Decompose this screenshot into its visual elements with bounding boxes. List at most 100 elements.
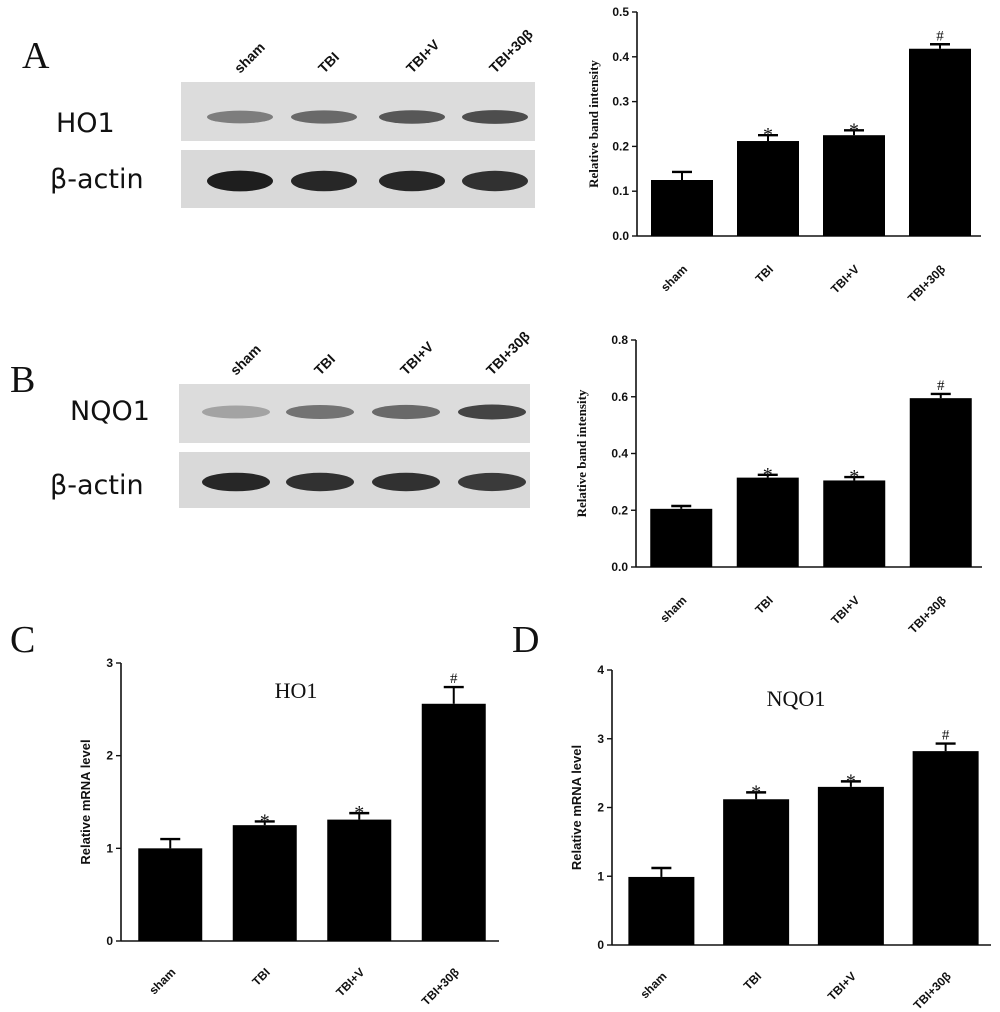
bar-tbi-v (823, 135, 885, 236)
blot-a-band (207, 110, 273, 124)
bar-tbi-30- (421, 703, 486, 941)
blot-b-lane-label: TBI+V (397, 338, 437, 378)
western-blot-a: HO1 β-actin sham TBI TBI+V TBI+30β (50, 26, 536, 208)
significance-mark: * (763, 464, 773, 486)
panel-letter-d: D (512, 619, 539, 661)
x-tick-label: TBI+V (825, 969, 859, 1003)
bar-tbi (736, 477, 799, 567)
blot-b-row-label-beta-actin: β-actin (50, 470, 144, 501)
panel-letter-b: B (10, 359, 35, 401)
bar-tbi (232, 825, 297, 941)
chart-title: NQO1 (767, 686, 826, 711)
blot-a-band (462, 170, 528, 192)
blot-a-lane-label: TBI+30β (486, 26, 536, 76)
significance-mark: * (260, 810, 270, 832)
y-tick-label: 0 (106, 934, 113, 948)
chart-title: HO1 (275, 678, 318, 703)
panel-letter-a: A (22, 35, 50, 77)
x-tick-label: TBI (752, 593, 776, 617)
blot-a-lane-label: TBI (315, 49, 342, 76)
y-axis-label: Relative band intensity (574, 389, 589, 517)
blot-b-band (202, 472, 270, 492)
y-tick-label: 0.4 (612, 50, 629, 64)
x-tick-label: TBI+30β (419, 965, 462, 1008)
x-tick-label: sham (657, 593, 689, 625)
y-tick-label: 0.8 (611, 333, 628, 347)
blot-a-lane-label: TBI+V (403, 36, 443, 76)
bar-sham (651, 180, 713, 236)
significance-mark: * (849, 119, 859, 141)
blot-a-row-label-beta-actin: β-actin (50, 164, 144, 195)
blot-b-lane-label: sham (227, 341, 264, 378)
bar-sham (650, 508, 713, 567)
blot-a-band (379, 170, 445, 192)
y-tick-label: 2 (106, 749, 113, 763)
significance-mark: * (846, 770, 856, 792)
y-tick-label: 0.6 (611, 390, 628, 404)
y-tick-label: 0.2 (612, 139, 629, 153)
blot-b-band (202, 405, 270, 419)
x-tick-label: TBI+30β (911, 969, 954, 1012)
y-tick-label: 3 (597, 732, 604, 746)
blot-b-band (458, 472, 526, 492)
bar-chart-a: 0.0 0.1 0.2 0.3 0.4 0.5 Relative band intensit… (586, 5, 981, 305)
y-tick-label: 3 (106, 656, 113, 670)
y-tick-label: 0.3 (612, 95, 629, 109)
bar-tbi-30- (909, 48, 971, 237)
y-tick-label: 1 (597, 869, 604, 883)
blot-b-band (286, 405, 354, 419)
bar-chart-d: 0 1 2 3 4 Relative mRNA level NQO1 sham * TBI * TBI… (569, 663, 991, 1012)
significance-mark: # (936, 28, 944, 44)
x-tick-label: sham (146, 965, 178, 997)
x-tick-label: TBI (741, 969, 765, 993)
x-tick-label: TBI+V (828, 593, 862, 627)
blot-a-band (379, 110, 445, 124)
x-tick-label: TBI+30β (905, 262, 948, 305)
bar-tbi (737, 141, 799, 236)
bar-tbi (723, 799, 790, 945)
blot-b-lane-label: TBI (311, 351, 338, 378)
x-tick-label: TBI (753, 262, 777, 286)
bar-sham (628, 876, 695, 945)
blot-a-row-label-ho1: HO1 (56, 108, 115, 139)
bar-chart-c: 0 1 2 3 Relative mRNA level HO1 sham * TBI * TBI+V… (78, 656, 499, 1008)
x-tick-label: TBI+V (828, 262, 862, 296)
y-tick-label: 0 (597, 938, 604, 952)
y-tick-label: 0.1 (612, 184, 629, 198)
blot-b-band (458, 404, 526, 420)
significance-mark: * (751, 781, 761, 803)
y-tick-label: 0.2 (611, 503, 628, 517)
blot-b-band (286, 472, 354, 492)
bar-tbi-30- (912, 751, 979, 945)
blot-b-band (372, 472, 440, 492)
y-tick-label: 2 (597, 801, 604, 815)
x-tick-label: TBI+V (333, 965, 367, 999)
blot-a-band (291, 110, 357, 124)
x-tick-label: sham (658, 262, 690, 294)
bar-tbi-v (327, 819, 392, 941)
blot-b-lane-label: TBI+30β (483, 328, 533, 378)
y-tick-label: 0.4 (611, 447, 628, 461)
y-tick-label: 1 (106, 841, 113, 855)
y-axis-label: Relative band intensity (586, 60, 601, 188)
y-tick-label: 0.5 (612, 5, 629, 19)
significance-mark: # (942, 728, 950, 744)
blot-a-band (291, 170, 357, 192)
y-tick-label: 0.0 (611, 560, 628, 574)
panel-letter-c: C (10, 619, 35, 661)
bar-tbi-v (817, 786, 884, 945)
western-blot-b: NQO1 β-actin sham TBI TBI+V TBI+30β (50, 328, 533, 508)
significance-mark: # (937, 378, 945, 394)
blot-b-row-label-nqo1: NQO1 (70, 396, 150, 427)
significance-mark: * (354, 802, 364, 824)
bar-sham (138, 848, 203, 941)
y-axis-label: Relative mRNA level (78, 739, 93, 864)
significance-mark: * (763, 124, 773, 146)
significance-mark: # (450, 671, 458, 687)
bar-tbi-30- (909, 398, 972, 567)
blot-a-band (462, 110, 528, 124)
y-tick-label: 0.0 (612, 229, 629, 243)
bar-tbi-v (823, 480, 886, 567)
